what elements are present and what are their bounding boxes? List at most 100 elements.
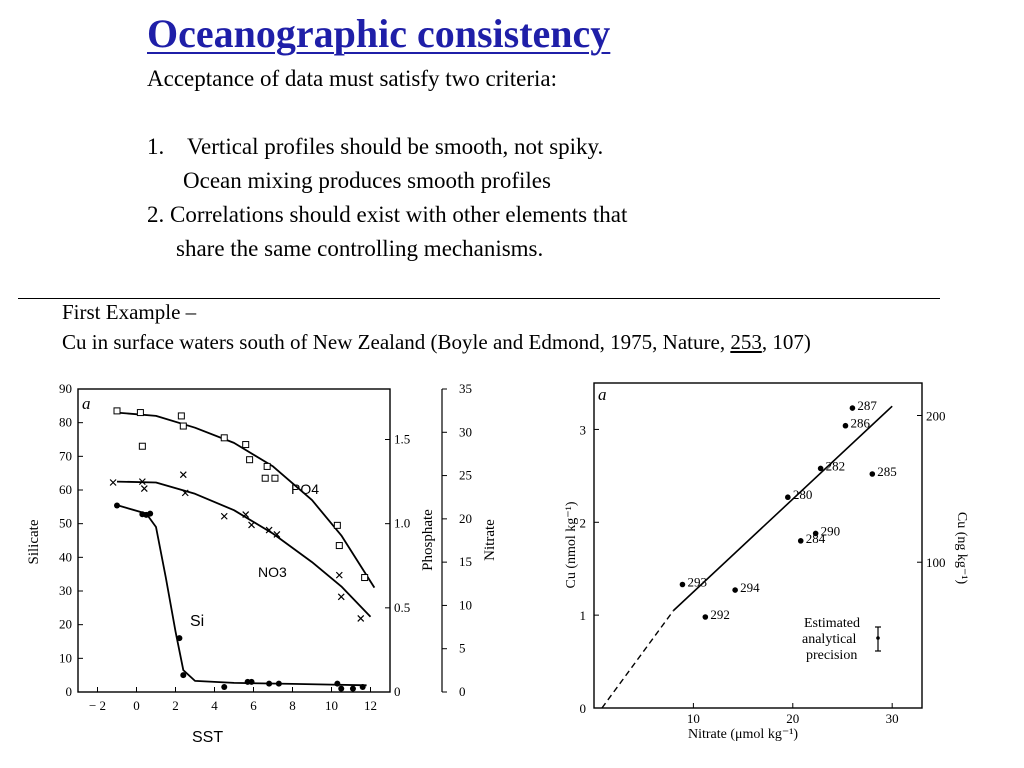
no3-point <box>248 521 255 529</box>
po4-point <box>333 521 341 529</box>
nitrate-tick-label: 20 <box>459 511 472 526</box>
no3-point <box>273 531 281 538</box>
curve-no3 <box>116 480 372 618</box>
sample-point <box>849 405 856 411</box>
phosphate-tick-label: 0.5 <box>394 600 410 615</box>
reference-pages: , 107) <box>761 330 811 354</box>
nitrate-tick-label: 0 <box>459 684 466 699</box>
example-reference: Cu in surface waters south of New Zealan… <box>62 330 811 355</box>
po4-point <box>246 456 254 464</box>
po4-point <box>179 422 187 430</box>
subtitle: Acceptance of data must satisfy two crit… <box>147 66 558 91</box>
fit-line-solid <box>672 405 893 612</box>
po4-point <box>261 474 269 482</box>
po4-point <box>263 462 271 470</box>
nitrate-tick-label: 15 <box>459 554 472 569</box>
si-point <box>338 685 345 692</box>
left-x-tick-label: 4 <box>211 698 218 713</box>
no3-point <box>357 614 365 622</box>
sample-point-label: 282 <box>826 458 846 473</box>
left-x-tick-label: 10 <box>325 698 338 713</box>
example-heading: First Example – <box>62 300 197 324</box>
sample-point <box>679 581 686 588</box>
si-point <box>266 680 273 687</box>
series-label-po4: PO4 <box>291 481 319 497</box>
phosphate-tick-label: 0 <box>394 684 401 699</box>
si-point <box>334 680 341 687</box>
po4-point <box>335 542 343 550</box>
silicate-tick-label: 50 <box>59 516 72 531</box>
left-x-tick-label: 8 <box>289 698 296 713</box>
sample-point-label: 292 <box>710 607 730 622</box>
no3-point <box>337 593 345 601</box>
po4-point <box>220 434 228 442</box>
phosphate-tick-label: 1.0 <box>394 516 410 531</box>
nitrate-tick-label: 30 <box>459 424 472 439</box>
curve-po4 <box>116 411 376 589</box>
nitrate-axis-title: Nitrate <box>482 519 498 561</box>
precision-annotation-line2: analytical <box>802 632 857 647</box>
si-point <box>221 683 228 690</box>
no3-point <box>265 526 273 534</box>
sample-point <box>817 465 824 472</box>
right-y-axis-title-nmol: Cu (nmol kg⁻¹) <box>564 501 579 588</box>
precision-annotation-line3: precision <box>806 648 857 663</box>
si-point <box>147 510 154 517</box>
si-point <box>349 685 356 692</box>
phosphate-tick-label: 1.5 <box>394 432 410 447</box>
right-y-axis-title-ng: Cu (ng kg⁻¹) <box>954 512 969 585</box>
sample-point-label: 287 <box>857 398 877 413</box>
sample-point-label: 294 <box>740 580 760 595</box>
right-y-tick-label: 1 <box>580 608 587 623</box>
sample-point-label: 280 <box>793 487 813 502</box>
curve-si <box>116 504 367 687</box>
sample-point-label: 284 <box>806 531 826 546</box>
criteria-2-line1: 2. Correlations should exist with other … <box>147 202 628 227</box>
nitrate-tick-label: 35 <box>459 381 472 396</box>
right-x-tick-label: 30 <box>886 711 899 726</box>
left-x-tick-label: 6 <box>250 698 257 713</box>
criteria-1-number: 1. <box>147 134 165 159</box>
si-point <box>176 635 183 642</box>
sample-point-label: 293 <box>687 575 707 590</box>
sample-point <box>812 530 819 537</box>
reference-text: Cu in surface waters south of New Zealan… <box>62 330 731 354</box>
silicate-tick-label: 30 <box>59 583 72 598</box>
no3-point <box>138 478 146 486</box>
left-x-tick-label: 2 <box>172 698 179 713</box>
left-x-tick-label: − 2 <box>89 698 106 713</box>
fit-line-dashed <box>601 610 675 709</box>
right-y-tick-label: 3 <box>580 422 587 437</box>
criteria-1-line1: Vertical profiles should be smooth, not … <box>187 134 604 159</box>
no3-point <box>109 479 117 486</box>
sample-point-label: 290 <box>821 523 841 538</box>
right-y-tick-label: 0 <box>580 701 587 716</box>
ng-axis-tick-label: 200 <box>926 409 946 424</box>
sample-point <box>702 614 709 620</box>
precision-annotation-line1: Estimated <box>804 616 860 631</box>
si-point <box>359 683 366 690</box>
sample-point <box>732 587 738 593</box>
no3-point <box>242 511 250 518</box>
left-panel-label: a <box>82 394 91 413</box>
sample-point-label: 286 <box>850 416 870 431</box>
sample-point <box>785 494 791 501</box>
no3-point <box>140 485 148 492</box>
ng-axis-tick-label: 100 <box>926 555 946 570</box>
silicate-tick-label: 40 <box>59 549 72 564</box>
left-x-tick-label: 0 <box>133 698 140 713</box>
left-plot-frame <box>77 388 391 693</box>
silicate-tick-label: 90 <box>59 381 72 396</box>
nutrients-vs-sst-chart: − 2 0 2 4 6 8 10 12010203040506070809000.51.01.… <box>26 381 498 746</box>
si-point <box>275 680 282 687</box>
no3-point <box>220 512 228 520</box>
po4-point <box>113 407 121 415</box>
right-panel-label: a <box>598 385 607 404</box>
si-point <box>248 678 255 685</box>
no3-point <box>179 471 187 479</box>
po4-point <box>138 442 146 450</box>
phosphate-axis-title: Phosphate <box>420 509 436 571</box>
precision-error-bar <box>875 626 881 652</box>
silicate-tick-label: 20 <box>59 617 72 632</box>
po4-point <box>242 441 250 449</box>
